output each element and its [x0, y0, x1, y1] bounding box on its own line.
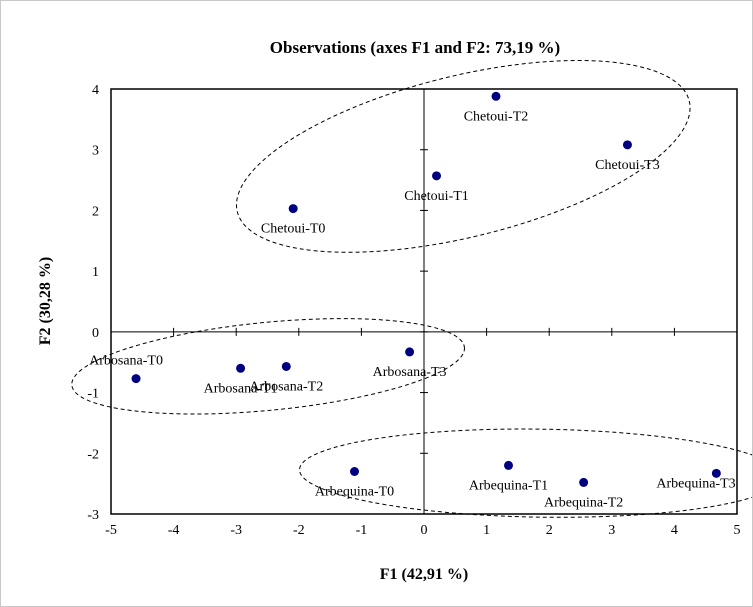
data-point — [288, 204, 298, 214]
point-label: Arbosana-T3 — [373, 365, 447, 380]
data-points — [131, 91, 721, 487]
y-tick-label: 3 — [92, 144, 99, 159]
axes — [110, 88, 738, 515]
y-tick-label: -1 — [87, 387, 99, 402]
y-tick-label: 4 — [92, 83, 99, 98]
group-ellipses — [71, 59, 752, 518]
x-tick-label: 3 — [608, 523, 615, 538]
point-label: Arbosana-T2 — [249, 379, 323, 394]
point-label: Arbosana-T0 — [89, 354, 163, 369]
point-label: Arbequina-T0 — [315, 485, 394, 500]
point-label: Arbosana-T1 — [204, 381, 278, 396]
x-tick-label: -3 — [230, 523, 242, 538]
y-tick-label: -2 — [87, 447, 99, 462]
x-tick-label: 5 — [734, 523, 741, 538]
data-point — [281, 361, 291, 371]
x-tick-label: 1 — [483, 523, 490, 538]
tick-labels: -5 -4 -3 -2 -1 0 1 2 3 4 5 -3 -2 -1 0 1 2 3 4 — [87, 83, 740, 538]
data-point — [622, 140, 632, 150]
y-axis-label: F2 (30,28 %) — [37, 257, 54, 345]
chart-title: Observations (axes F1 and F2: 73,19 %) — [270, 38, 560, 57]
x-axis-label: F1 (42,91 %) — [380, 566, 468, 583]
point-label: Arbequina-T1 — [469, 478, 548, 493]
data-point — [131, 374, 141, 384]
x-tick-label: -5 — [105, 523, 117, 538]
group-ellipse — [71, 318, 465, 415]
y-tick-label: 1 — [92, 265, 99, 280]
x-tick-label: 2 — [546, 523, 553, 538]
x-tick-label: 4 — [671, 523, 678, 538]
x-tick-label: -1 — [356, 523, 368, 538]
point-label: Chetoui-T1 — [404, 189, 469, 204]
data-point — [579, 477, 589, 487]
y-tick-label: 2 — [92, 204, 99, 219]
point-label: Chetoui-T2 — [464, 109, 529, 124]
point-label: Arbequina-T2 — [544, 495, 623, 510]
point-label: Chetoui-T3 — [595, 158, 660, 173]
data-point — [491, 91, 501, 101]
x-tick-label: 0 — [421, 523, 428, 538]
data-point — [350, 467, 360, 476]
x-tick-label: -4 — [168, 523, 180, 538]
group-ellipse — [236, 59, 691, 253]
data-point — [432, 171, 442, 181]
x-tick-label: -2 — [293, 523, 305, 538]
group-ellipse — [299, 428, 752, 518]
data-point — [236, 363, 246, 373]
point-label: Arbequina-T3 — [656, 476, 735, 491]
data-point — [711, 468, 721, 478]
data-point — [504, 460, 514, 470]
y-tick-label: -3 — [87, 508, 99, 523]
data-point — [405, 347, 415, 357]
point-labels: Chetoui-T0 Chetoui-T1 Chetoui-T2 Chetoui-T3… — [89, 109, 736, 510]
y-tick-label: 0 — [92, 326, 99, 341]
point-label: Chetoui-T0 — [261, 222, 326, 237]
